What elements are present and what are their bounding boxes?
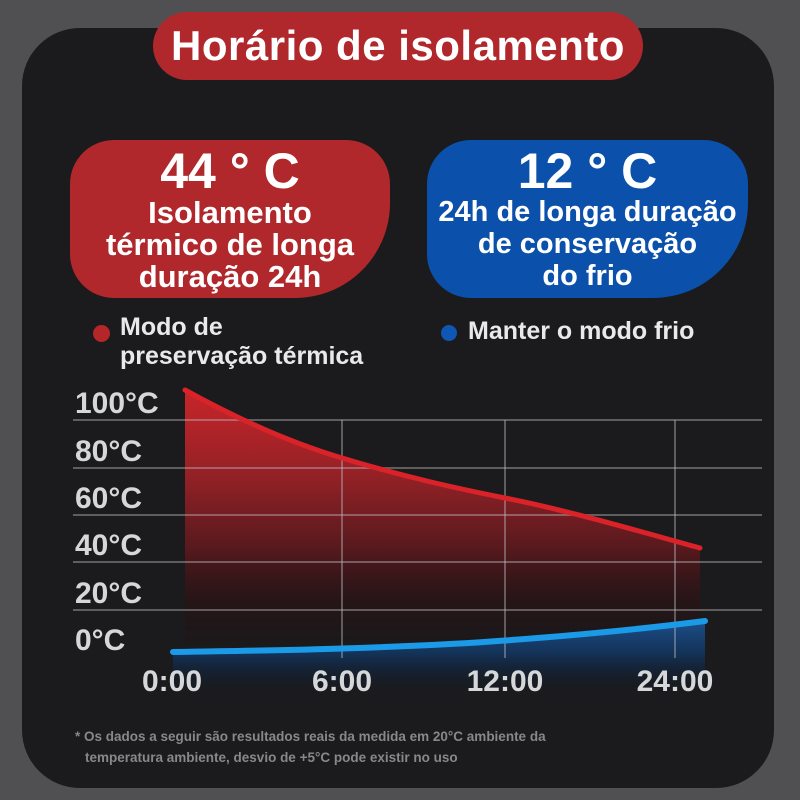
hot-legend-line1: Modo de (120, 313, 223, 341)
title-banner: Horário de isolamento (153, 12, 643, 80)
x-axis: 0:00 6:00 12:00 24:00 (142, 665, 713, 698)
cold-area-fill (173, 621, 705, 692)
y-tick-60: 60°C (75, 482, 142, 515)
footnote: * Os dados a seguir são resultados reais… (75, 727, 546, 769)
page-title: Horário de isolamento (171, 22, 625, 69)
hot-badge: 44 ° C Isolamento térmico de longa duraç… (70, 140, 390, 298)
hot-curve (182, 387, 703, 551)
cold-line3: do frio (542, 259, 633, 292)
hot-legend-line2: preservação térmica (120, 342, 364, 370)
y-tick-40: 40°C (75, 529, 142, 562)
y-tick-80: 80°C (75, 435, 142, 468)
cold-legend-label: Manter o modo frio (468, 317, 694, 346)
footnote-line2: temperatura ambiente, desvio de +5°C pod… (85, 749, 458, 765)
cold-temp: 12 ° C (517, 143, 658, 200)
y-tick-0: 0°C (75, 624, 125, 657)
insulation-chart: 100°C 80°C 60°C 40°C 20°C 0°C 0:00 6:00 … (73, 387, 762, 698)
hot-line3: duração 24h (138, 259, 322, 295)
y-axis: 100°C 80°C 60°C 40°C 20°C 0°C (75, 387, 159, 657)
footnote-line1: * Os dados a seguir são resultados reais… (75, 729, 546, 744)
cold-badge: 12 ° C 24h de longa duração de conservaç… (427, 140, 748, 298)
x-tick-12: 12:00 (467, 665, 544, 698)
cold-curve (170, 618, 708, 655)
hot-legend-label: Modo de preservação térmica (120, 313, 363, 371)
cold-legend-dot-icon (441, 325, 457, 341)
y-tick-20: 20°C (75, 577, 142, 610)
x-tick-6: 6:00 (312, 665, 372, 698)
y-tick-100: 100°C (75, 387, 159, 420)
hot-temp: 44 ° C (160, 142, 300, 199)
hot-line1: Isolamento (148, 194, 312, 230)
x-tick-0: 0:00 (142, 665, 202, 698)
cold-line1: 24h de longa duração (438, 196, 737, 229)
hot-legend-dot-icon (93, 325, 110, 342)
hot-area-fill (185, 390, 700, 658)
cold-legend-line1: Manter o modo frio (468, 317, 695, 345)
hot-line2: térmico de longa (105, 226, 355, 262)
x-tick-24: 24:00 (637, 665, 714, 698)
gridlines (73, 419, 762, 658)
cold-line2: de conservação (477, 228, 698, 261)
